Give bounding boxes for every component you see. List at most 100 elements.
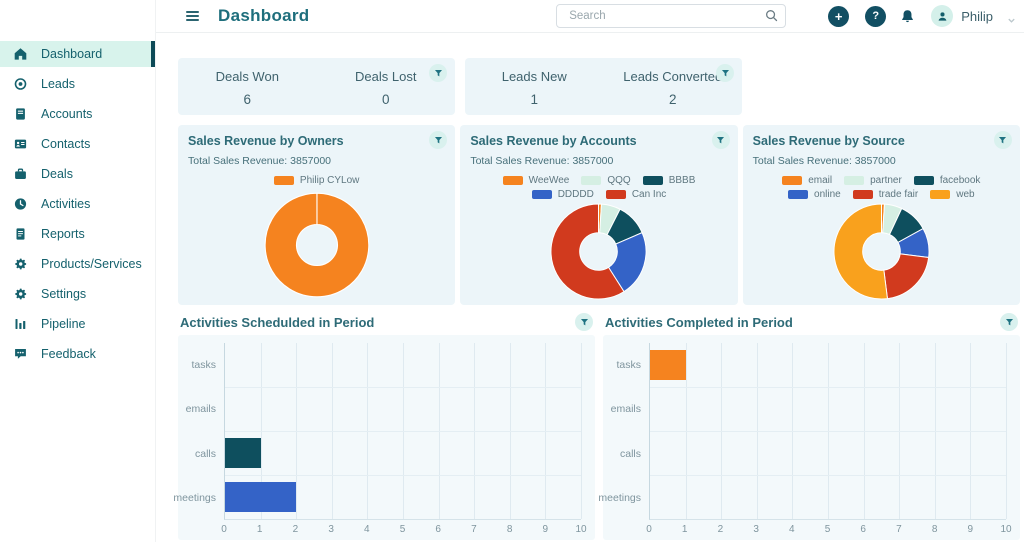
axis-tick-label: 5 [399, 524, 406, 535]
sidebar-menu: Dashboard Leads Accounts Contacts Deals Activ… [0, 41, 155, 367]
donut-slice[interactable] [883, 253, 930, 300]
add-button[interactable]: + [828, 5, 850, 27]
search-icon[interactable] [765, 9, 778, 22]
sidebar-item-dashboard[interactable]: Dashboard [0, 41, 155, 67]
chevron-down-icon[interactable] [1007, 12, 1016, 23]
legend-swatch [930, 190, 951, 199]
legend-label: facebook [939, 175, 981, 186]
legend-label: WeeWee [528, 175, 570, 186]
kpi-label: Deals Won [215, 68, 279, 84]
panel-subtitle: Total Sales Revenue: 3857000 [470, 155, 614, 167]
legend-swatch [782, 176, 803, 185]
sidebar-item-deals[interactable]: Deals [0, 161, 155, 187]
reports-doc-icon [13, 227, 28, 241]
chart-legend: email partner facebook online trade fair web [753, 175, 1010, 200]
legend-swatch [531, 190, 552, 199]
bar-meetings[interactable] [225, 482, 297, 512]
axis-tick-label: 1 [256, 524, 263, 535]
sidebar-item-accounts[interactable]: Accounts [0, 101, 155, 127]
axis-tick-label: 10 [1000, 524, 1012, 535]
notifications-bell-icon[interactable] [900, 9, 915, 24]
kpi-value: 6 [243, 91, 251, 107]
sidebar-item-leads[interactable]: Leads [0, 71, 155, 97]
bar-tasks[interactable] [650, 350, 686, 380]
bar-xlabels: 0 1 2 3 4 5 6 7 8 9 10 [646, 520, 1011, 540]
sidebar-item-label: Reports [41, 227, 85, 241]
kpi-value: 0 [381, 91, 390, 107]
bar-category-label: tasks [616, 359, 641, 372]
donut-chart-row: Sales Revenue by Owners Total Sales Reven… [178, 125, 1020, 305]
filter-icon[interactable] [1000, 313, 1018, 331]
axis-tick-label: 6 [435, 524, 441, 535]
user-name[interactable]: Philip [961, 8, 993, 24]
filter-icon[interactable] [575, 313, 593, 331]
legend-item-facebook[interactable]: facebook [913, 175, 981, 186]
bar-plot [224, 343, 582, 520]
axis-tick-label: 0 [646, 524, 652, 535]
kpi-metric-leads-converted: Leads Converted 2 [604, 69, 743, 107]
sidebar-item-products-services[interactable]: Products/Services [0, 251, 155, 277]
chart-legend: Philip CYLow [188, 175, 445, 186]
filter-icon[interactable] [711, 131, 730, 149]
sidebar-item-label: Feedback [41, 347, 96, 361]
bar-ylabels: tasks emails calls meetings [598, 343, 649, 520]
donut-chart[interactable] [470, 202, 727, 301]
legend-swatch [913, 176, 934, 185]
legend-item-partner[interactable]: partner [844, 175, 902, 186]
sidebar-item-pipeline[interactable]: Pipeline [0, 311, 155, 337]
legend-item-qqq[interactable]: QQQ [581, 175, 631, 186]
legend-label: Can Inc [631, 189, 667, 200]
legend-item-bbbb[interactable]: BBBB [642, 175, 696, 186]
legend-item-ddddd[interactable]: DDDDD [531, 189, 594, 200]
filter-icon[interactable] [716, 64, 734, 82]
donut-slice[interactable] [264, 192, 369, 297]
bar-category-label: tasks [191, 359, 216, 372]
bar-calls[interactable] [225, 438, 261, 468]
sidebar-item-label: Settings [41, 287, 87, 301]
sidebar-item-activities[interactable]: Activities [0, 191, 155, 217]
bar-category-label: calls [194, 447, 216, 460]
kpi-metric-leads-new: Leads New 1 [465, 69, 604, 107]
panel-title: Sales Revenue by Accounts [470, 134, 637, 148]
donut-slice[interactable] [833, 203, 888, 300]
donut-chart[interactable] [753, 202, 1010, 301]
avatar[interactable] [931, 5, 954, 27]
donut-slice[interactable] [550, 203, 626, 300]
gridline [650, 475, 1006, 476]
kpi-value: 2 [668, 91, 677, 107]
bar-chart: tasks emails calls meetings 0 1 2 3 4 5 6 7 8 9 10 [173, 335, 595, 540]
sidebar-item-settings[interactable]: Settings [0, 281, 155, 307]
sidebar-item-reports[interactable]: Reports [0, 221, 155, 247]
axis-tick-label: 0 [221, 524, 227, 535]
axis-tick-label: 2 [717, 524, 724, 535]
legend-item-email[interactable]: email [782, 175, 832, 186]
legend-label: partner [870, 175, 902, 186]
legend-label: BBBB [668, 175, 696, 186]
bar-chart-row: Activities Schedulded in Period tasks emai… [173, 312, 1020, 540]
help-button[interactable]: ? [865, 5, 887, 27]
bar-category-label: emails [185, 403, 216, 416]
search-input[interactable] [556, 4, 787, 28]
legend-item-trade-fair[interactable]: trade fair [852, 189, 918, 200]
panel-sales-revenue-by-source: Sales Revenue by Source Total Sales Reven… [742, 125, 1020, 305]
kpi-label: Leads Converted [623, 68, 723, 84]
hamburger-menu-icon[interactable] [186, 10, 199, 22]
legend-swatch [642, 176, 663, 185]
kpi-metric-deals-lost: Deals Lost 0 [317, 69, 456, 107]
legend-item-online[interactable]: online [788, 189, 841, 200]
kpi-row: Deals Won 6 Deals Lost 0 Leads New 1 Leads Con… [178, 58, 1020, 115]
home-icon [13, 47, 28, 61]
legend-item-weewee[interactable]: WeeWee [502, 175, 570, 186]
sidebar-item-contacts[interactable]: Contacts [0, 131, 155, 157]
axis-tick-label: 4 [789, 524, 795, 535]
filter-icon[interactable] [429, 131, 448, 149]
filter-icon[interactable] [993, 131, 1012, 149]
legend-item-can-inc[interactable]: Can Inc [605, 189, 667, 200]
gridline [225, 475, 581, 476]
donut-chart[interactable] [188, 188, 445, 301]
legend-item-web[interactable]: web [930, 189, 975, 200]
legend-item-philip-cylow[interactable]: Philip CYLow [273, 175, 359, 186]
sidebar-item-feedback[interactable]: Feedback [0, 341, 155, 367]
gridline [650, 431, 1006, 432]
filter-icon[interactable] [429, 64, 447, 82]
